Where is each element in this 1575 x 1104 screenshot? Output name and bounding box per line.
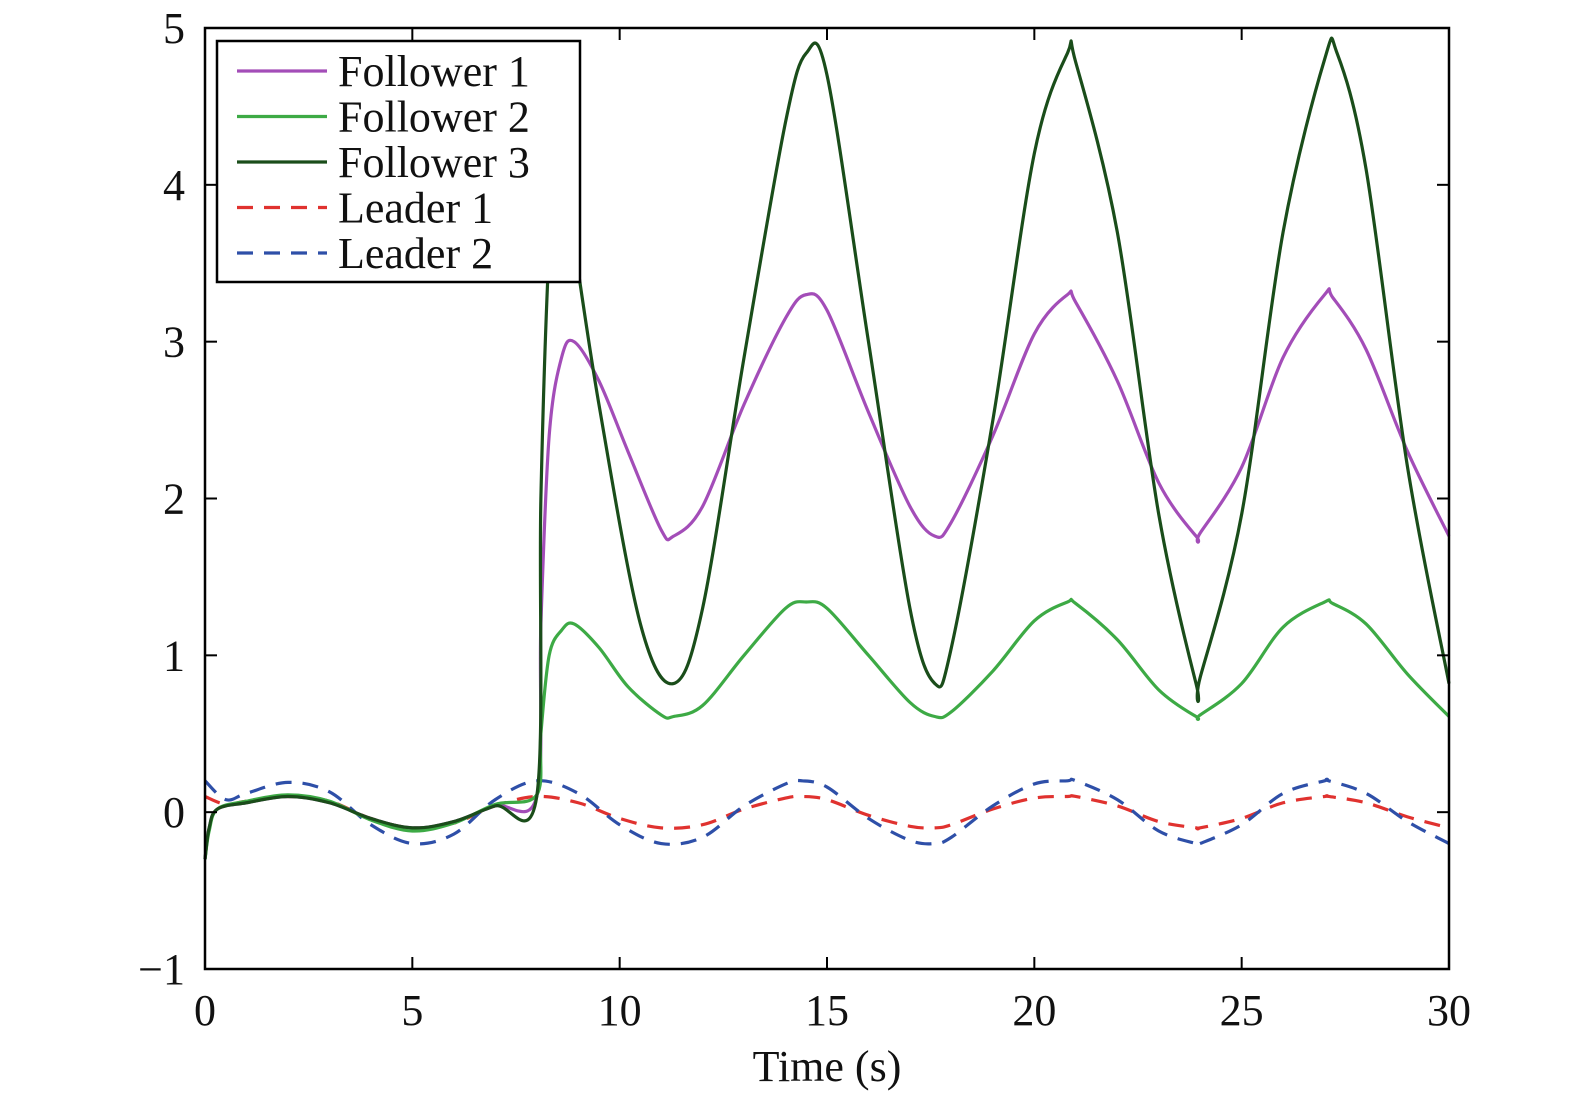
y-tick-label: 5	[163, 4, 185, 53]
legend-label-follower-1: Follower 1	[338, 47, 530, 96]
y-tick-label: 0	[163, 788, 185, 837]
series-line-follower-3	[203, 36, 1451, 860]
legend-label-follower-2: Follower 2	[338, 93, 530, 142]
x-tick-label: 15	[805, 986, 849, 1035]
legend-label-leader-1: Leader 1	[338, 184, 493, 233]
y-tick-label: −1	[138, 945, 185, 994]
series-line-follower-2	[203, 597, 1451, 860]
y-tick-label: 2	[163, 475, 185, 524]
series-layer	[203, 36, 1451, 860]
x-tick-label: 25	[1220, 986, 1264, 1035]
series-line-leader-2	[203, 777, 1450, 848]
legend-label-follower-3: Follower 3	[338, 138, 530, 187]
x-tick-label: 5	[401, 986, 423, 1035]
legend-label-leader-2: Leader 2	[338, 229, 493, 278]
y-tick-label: 3	[163, 318, 185, 367]
x-tick-label: 10	[598, 986, 642, 1035]
x-tick-label: 30	[1427, 986, 1471, 1035]
x-tick-label: 20	[1012, 986, 1056, 1035]
y-tick-label: 1	[163, 631, 185, 680]
y-tick-label: 4	[163, 161, 185, 210]
x-tick-label: 0	[194, 986, 216, 1035]
series-line-leader-1	[204, 794, 1450, 831]
x-axis-title: Time (s)	[753, 1042, 902, 1091]
